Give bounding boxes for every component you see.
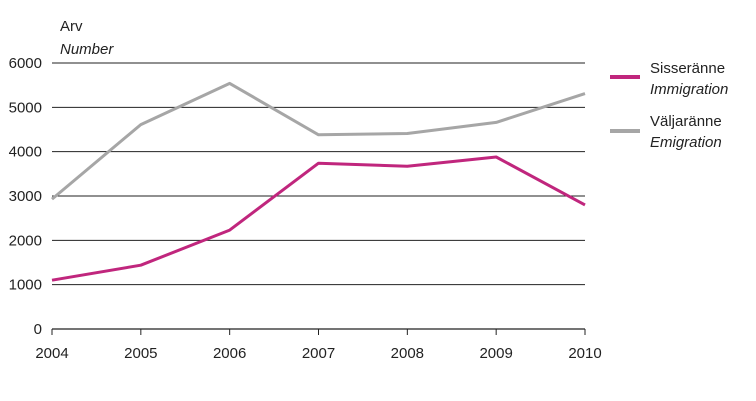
legend-swatch-immigration (610, 75, 640, 79)
y-axis-title-english: Number (60, 41, 114, 58)
y-tick-label: 3000 (9, 188, 42, 205)
legend-label-emigration: Väljaränne (650, 113, 722, 130)
legend-label-immigration: Sisseränne (650, 60, 725, 77)
y-tick-label: 5000 (9, 99, 42, 116)
x-axis-tick-labels: 2004 2005 2006 2007 2008 2009 2010 (35, 345, 601, 362)
legend-item-emigration: Väljaränne Emigration (610, 113, 722, 151)
x-tick-label: 2005 (124, 345, 157, 362)
x-tick-label: 2009 (479, 345, 512, 362)
legend-label-immigration-english: Immigration (650, 81, 728, 98)
y-tick-label: 1000 (9, 277, 42, 294)
x-tick-label: 2004 (35, 345, 68, 362)
x-axis (51, 328, 586, 335)
x-tick-label: 2007 (302, 345, 335, 362)
y-tick-label: 0 (34, 321, 42, 338)
x-tick-label: 2006 (213, 345, 246, 362)
y-tick-label: 2000 (9, 232, 42, 249)
series-lines (51, 81, 586, 282)
x-tick-label: 2008 (391, 345, 424, 362)
y-tick-label: 4000 (9, 144, 42, 161)
legend: Sisseränne Immigration Väljaränne Emigra… (610, 60, 728, 151)
x-tick-label: 2010 (568, 345, 601, 362)
y-axis-tick-labels: 0 1000 2000 3000 4000 5000 6000 (9, 55, 42, 338)
legend-label-emigration-english: Emigration (650, 134, 722, 151)
grid-lines (52, 62, 585, 286)
series-line-emigration (51, 81, 586, 201)
legend-item-immigration: Sisseränne Immigration (610, 60, 728, 98)
y-axis-title: Arv (60, 18, 83, 35)
y-tick-label: 6000 (9, 55, 42, 72)
series-line-immigration (51, 155, 586, 282)
legend-swatch-emigration (610, 129, 640, 133)
